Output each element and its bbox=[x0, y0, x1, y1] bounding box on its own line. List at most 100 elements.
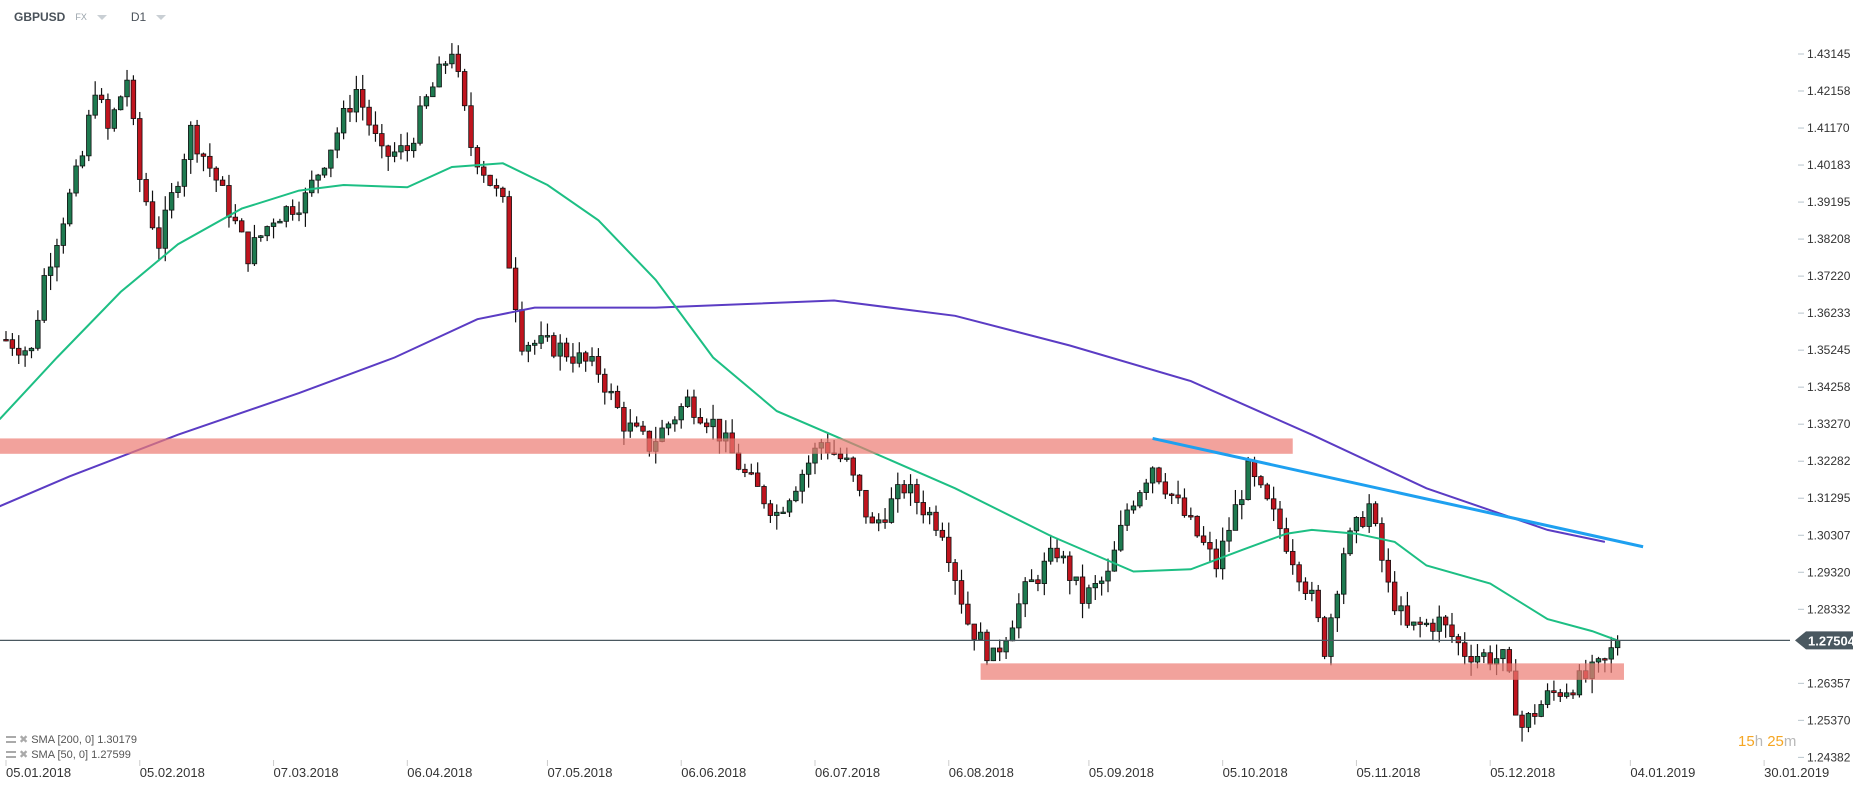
candle bbox=[665, 423, 672, 429]
remove-icon[interactable]: ✖ bbox=[19, 734, 29, 746]
candle bbox=[1595, 658, 1602, 663]
candle bbox=[774, 511, 780, 516]
candle bbox=[430, 86, 436, 98]
candle bbox=[1385, 559, 1391, 583]
candle bbox=[1341, 553, 1347, 595]
candle bbox=[1290, 550, 1296, 566]
candle bbox=[1283, 528, 1290, 552]
support-zone bbox=[980, 663, 1624, 680]
candle bbox=[1525, 713, 1532, 728]
candle bbox=[328, 149, 334, 169]
candle bbox=[124, 79, 130, 98]
candle bbox=[1423, 622, 1430, 626]
candle bbox=[793, 490, 799, 502]
settings-icon[interactable] bbox=[6, 751, 16, 758]
candle bbox=[582, 352, 589, 362]
symbol-label[interactable]: GBPUSD bbox=[14, 10, 66, 24]
candle bbox=[417, 105, 423, 144]
candle bbox=[219, 179, 226, 186]
x-tick-label: 05.02.2018 bbox=[140, 765, 205, 780]
candle bbox=[1232, 504, 1239, 531]
candle bbox=[837, 453, 844, 460]
market-label[interactable]: FX bbox=[75, 12, 87, 22]
candle bbox=[449, 53, 455, 65]
candle bbox=[1474, 656, 1481, 663]
candle bbox=[98, 94, 105, 100]
candle bbox=[1544, 690, 1551, 705]
candle bbox=[570, 356, 576, 364]
candle bbox=[149, 201, 156, 229]
candle bbox=[404, 145, 411, 152]
candle bbox=[512, 267, 519, 311]
x-tick-label: 06.07.2018 bbox=[815, 765, 880, 780]
x-tick-label: 05.12.2018 bbox=[1490, 765, 1555, 780]
candle bbox=[754, 472, 761, 487]
candle bbox=[1462, 642, 1468, 657]
current-price-tag bbox=[1795, 631, 1853, 650]
candle bbox=[1602, 658, 1608, 661]
candle bbox=[289, 206, 296, 215]
candle bbox=[895, 484, 901, 500]
candle bbox=[1487, 652, 1493, 665]
candle bbox=[213, 167, 219, 181]
candle bbox=[1200, 535, 1207, 543]
candle bbox=[799, 473, 805, 492]
timeframe-label[interactable]: D1 bbox=[130, 10, 147, 24]
candle bbox=[181, 159, 188, 187]
candle bbox=[321, 167, 328, 176]
candle bbox=[1551, 690, 1557, 694]
candle bbox=[1417, 621, 1423, 625]
candle bbox=[1436, 616, 1442, 632]
candle bbox=[716, 418, 723, 442]
candle bbox=[334, 132, 340, 151]
sma-line-sma50 bbox=[0, 162, 1618, 642]
candle bbox=[1079, 576, 1086, 604]
candle bbox=[296, 212, 302, 215]
candle bbox=[436, 63, 442, 88]
market-chevron-down-icon[interactable] bbox=[96, 14, 107, 20]
candle bbox=[1035, 579, 1041, 584]
candle bbox=[748, 472, 754, 475]
candle bbox=[691, 396, 697, 418]
candle bbox=[1519, 714, 1525, 728]
candle bbox=[1003, 640, 1009, 653]
y-tick-label: 1.29320 bbox=[1807, 565, 1851, 579]
candle bbox=[238, 220, 245, 233]
candle bbox=[9, 339, 16, 349]
candle bbox=[971, 623, 977, 640]
timeframe-chevron-down-icon[interactable] bbox=[156, 14, 167, 20]
candle bbox=[1111, 549, 1118, 572]
candle bbox=[506, 196, 512, 269]
remove-icon[interactable]: ✖ bbox=[19, 749, 29, 761]
candle bbox=[1264, 484, 1270, 500]
y-tick-label: 1.42158 bbox=[1807, 84, 1851, 98]
candle bbox=[423, 96, 430, 107]
candle bbox=[997, 647, 1003, 653]
x-tick-label: 05.11.2018 bbox=[1356, 765, 1420, 780]
candle bbox=[704, 422, 710, 428]
candle bbox=[1398, 605, 1404, 612]
candle bbox=[1430, 622, 1436, 632]
candle bbox=[60, 223, 67, 246]
candle bbox=[264, 226, 270, 237]
candle bbox=[1563, 692, 1570, 697]
candle bbox=[780, 511, 786, 514]
candle bbox=[742, 468, 748, 474]
candle bbox=[621, 407, 627, 432]
trendline bbox=[1152, 436, 1644, 549]
candle bbox=[1442, 616, 1449, 626]
candle bbox=[188, 124, 194, 160]
candle bbox=[532, 342, 538, 346]
candle bbox=[1041, 560, 1048, 584]
candle bbox=[366, 106, 372, 126]
candle bbox=[525, 344, 532, 352]
candle bbox=[1538, 704, 1544, 717]
candle bbox=[1270, 498, 1277, 510]
candle bbox=[946, 536, 952, 564]
legend-label: SMA [50, 0] 1.27599 bbox=[31, 748, 131, 761]
candle bbox=[805, 462, 812, 475]
candle bbox=[863, 489, 869, 518]
candle bbox=[1360, 517, 1366, 527]
settings-icon[interactable] bbox=[6, 736, 16, 743]
